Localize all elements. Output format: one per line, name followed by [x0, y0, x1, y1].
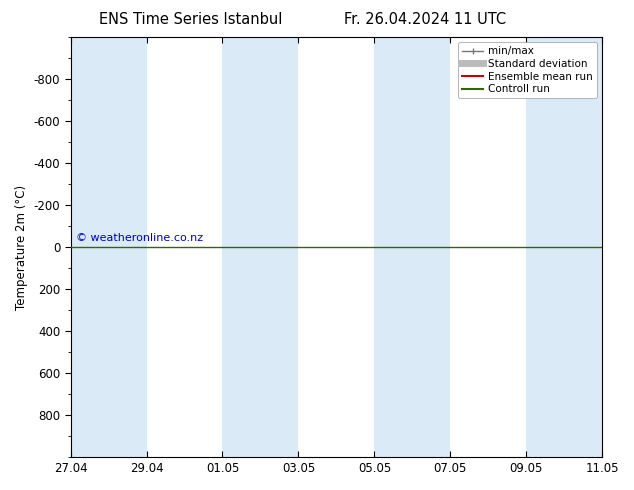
Y-axis label: Temperature 2m (°C): Temperature 2m (°C) — [15, 185, 28, 310]
Bar — [223, 37, 299, 457]
Text: ENS Time Series Istanbul: ENS Time Series Istanbul — [98, 12, 282, 27]
Bar — [526, 37, 602, 457]
Bar — [375, 37, 450, 457]
Legend: min/max, Standard deviation, Ensemble mean run, Controll run: min/max, Standard deviation, Ensemble me… — [458, 42, 597, 98]
Text: Fr. 26.04.2024 11 UTC: Fr. 26.04.2024 11 UTC — [344, 12, 506, 27]
Bar — [70, 37, 146, 457]
Text: © weatheronline.co.nz: © weatheronline.co.nz — [76, 233, 203, 243]
